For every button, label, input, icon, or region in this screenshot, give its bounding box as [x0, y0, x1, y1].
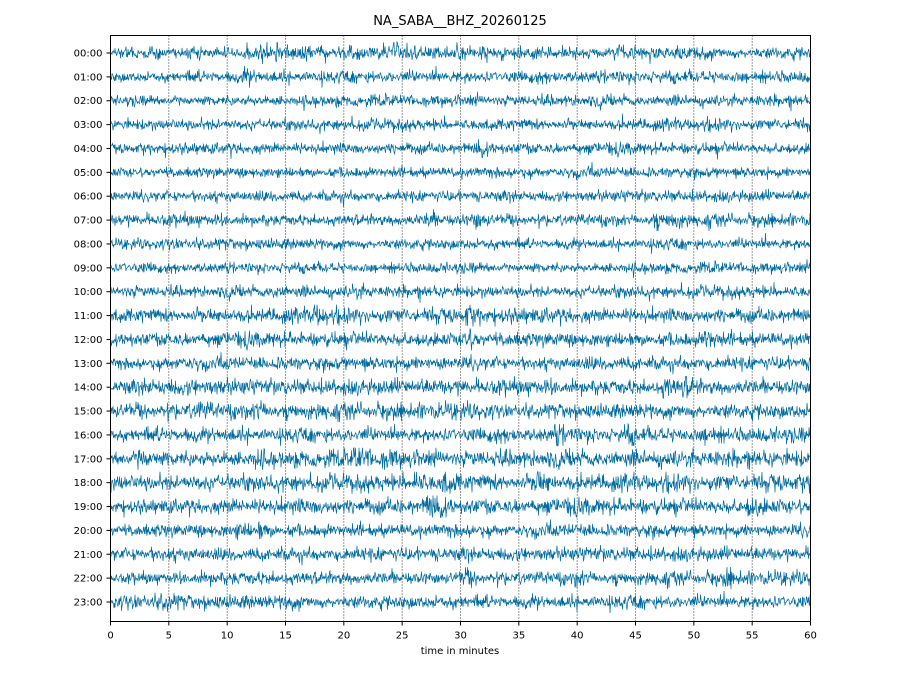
x-tick-label: 15 [279, 631, 292, 642]
y-tick-label: 07:00 [74, 216, 103, 227]
trace-row-2000 [110, 519, 811, 541]
y-tick-label: 04:00 [74, 144, 103, 155]
x-tick-label: 30 [454, 631, 467, 642]
trace-row-0700 [110, 209, 811, 232]
y-tick-label: 03:00 [74, 120, 103, 131]
x-tick-label: 10 [221, 631, 234, 642]
trace-row-1600 [110, 422, 811, 447]
trace-row-0000 [110, 40, 811, 65]
x-tick-label: 35 [512, 631, 525, 642]
trace-row-1900 [110, 495, 811, 518]
y-tick-label: 09:00 [74, 263, 103, 274]
x-tick-label: 50 [687, 631, 700, 642]
trace-row-1700 [110, 446, 811, 470]
trace-row-0600 [110, 188, 811, 208]
x-tick-label: 40 [571, 631, 584, 642]
y-tick-label: 02:00 [74, 96, 103, 107]
trace-row-1300 [110, 352, 811, 375]
x-tick-label: 45 [629, 631, 642, 642]
x-tick-label: 55 [746, 631, 759, 642]
y-tick-label: 15:00 [74, 407, 103, 418]
trace-row-1800 [110, 471, 811, 494]
trace-row-1400 [110, 376, 811, 399]
trace-row-2300 [110, 590, 811, 614]
y-tick-label: 00:00 [74, 49, 103, 60]
y-tick-label: 21:00 [74, 550, 103, 561]
y-tick-label: 22:00 [74, 574, 103, 585]
trace-row-0800 [110, 232, 811, 254]
y-tick-label: 20:00 [74, 526, 103, 537]
y-tick-label: 10:00 [74, 287, 103, 298]
trace-row-0400 [110, 139, 811, 160]
trace-row-1100 [110, 304, 811, 327]
y-tick-label: 14:00 [74, 383, 103, 394]
x-axis-label: time in minutes [421, 646, 500, 657]
y-axis: 00:00 01:00 02:00 03:00 04:00 05:00 06:00 07:00… [74, 49, 111, 609]
y-tick-label: 01:00 [74, 72, 103, 83]
y-tick-label: 11:00 [74, 311, 103, 322]
y-tick-label: 12:00 [74, 335, 103, 346]
trace-row-1500 [110, 400, 811, 423]
trace-row-0100 [110, 65, 811, 88]
y-tick-label: 08:00 [74, 239, 103, 250]
trace-row-2200 [110, 567, 811, 590]
x-tick-label: 25 [396, 631, 409, 642]
y-tick-label: 18:00 [74, 478, 103, 489]
trace-row-1000 [110, 282, 811, 303]
trace-row-0300 [110, 113, 811, 135]
x-tick-label: 60 [804, 631, 817, 642]
x-tick-label: 20 [337, 631, 350, 642]
y-tick-label: 05:00 [74, 168, 103, 179]
trace-row-0900 [110, 259, 811, 278]
x-axis: 0 5 10 15 20 25 30 35 40 45 50 55 60 [107, 621, 817, 642]
trace-row-0500 [110, 161, 811, 181]
trace-row-0200 [110, 91, 811, 112]
y-tick-label: 19:00 [74, 502, 103, 513]
y-tick-label: 17:00 [74, 454, 103, 465]
y-tick-label: 06:00 [74, 192, 103, 203]
y-tick-label: 23:00 [74, 598, 103, 609]
seismic-traces [110, 40, 811, 614]
y-tick-label: 16:00 [74, 430, 103, 441]
x-tick-label: 0 [107, 631, 113, 642]
y-tick-label: 13:00 [74, 359, 103, 370]
chart-title: NA_SABA__BHZ_20260125 [373, 14, 547, 29]
trace-row-1200 [110, 328, 811, 351]
trace-row-2100 [110, 544, 811, 566]
x-tick-label: 5 [166, 631, 172, 642]
